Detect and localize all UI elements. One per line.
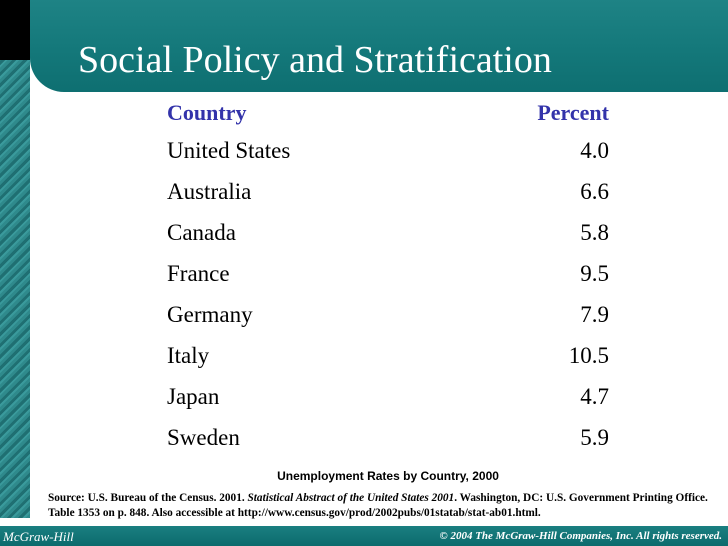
table-header-row: Country Percent <box>167 100 609 138</box>
table-row: Italy 10.5 <box>167 343 609 384</box>
table-row: Germany 7.9 <box>167 302 609 343</box>
unemployment-table: Country Percent United States 4.0 Austra… <box>167 100 609 466</box>
country-cell: France <box>167 261 230 286</box>
percent-cell: 6.6 <box>580 179 609 204</box>
table-row: Japan 4.7 <box>167 384 609 425</box>
slide-title: Social Policy and Stratification <box>78 39 552 81</box>
percent-cell: 4.7 <box>580 384 609 409</box>
percent-cell: 5.8 <box>580 220 609 245</box>
table-caption: Unemployment Rates by Country, 2000 <box>277 469 499 483</box>
country-cell: Sweden <box>167 425 240 450</box>
title-bar <box>30 0 728 92</box>
publisher-name: McGraw-Hill <box>3 529 74 544</box>
table-row: France 9.5 <box>167 261 609 302</box>
percent-cell: 9.5 <box>580 261 609 286</box>
column-header-country: Country <box>167 100 247 125</box>
table-row: Sweden 5.9 <box>167 425 609 466</box>
table-row: United States 4.0 <box>167 138 609 179</box>
percent-cell: 5.9 <box>580 425 609 450</box>
country-cell: Australia <box>167 179 252 204</box>
table-row: Australia 6.6 <box>167 179 609 220</box>
country-cell: Germany <box>167 302 253 327</box>
decorative-side-strip <box>0 0 30 518</box>
country-cell: Canada <box>167 220 236 245</box>
copyright-notice: © 2004 The McGraw-Hill Companies, Inc. A… <box>439 530 722 542</box>
country-cell: United States <box>167 138 291 163</box>
footer-bar: McGraw-Hill © 2004 The McGraw-Hill Compa… <box>0 526 728 546</box>
source-prefix: Source: U.S. Bureau of the Census. 2001. <box>48 492 248 504</box>
percent-cell: 7.9 <box>580 302 609 327</box>
column-header-percent: Percent <box>537 100 609 125</box>
decorative-corner <box>0 0 30 60</box>
source-suffix: . Washington, DC: U.S. Government Printi… <box>48 492 708 519</box>
source-citation: Source: U.S. Bureau of the Census. 2001.… <box>48 491 724 521</box>
country-cell: Japan <box>167 384 220 409</box>
country-cell: Italy <box>167 343 210 368</box>
table-row: Canada 5.8 <box>167 220 609 261</box>
percent-cell: 10.5 <box>568 343 609 368</box>
percent-cell: 4.0 <box>580 138 609 163</box>
source-title: Statistical Abstract of the United State… <box>247 492 455 504</box>
